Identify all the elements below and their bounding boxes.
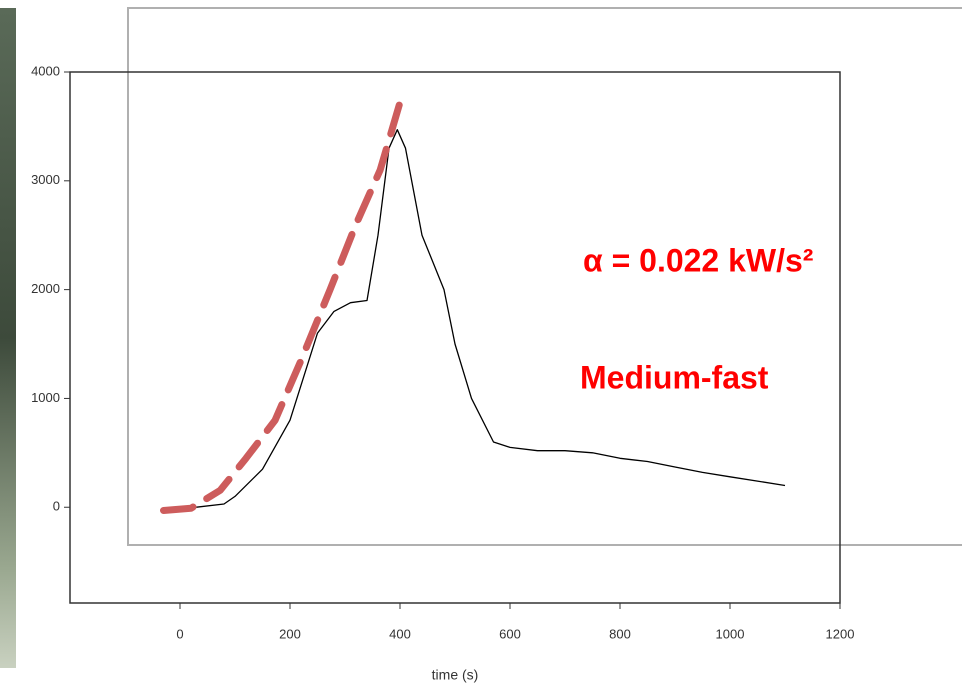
- y-tick-label: 2000: [31, 281, 60, 296]
- y-tick-label: 3000: [31, 172, 60, 187]
- y-tick-label: 0: [53, 499, 60, 514]
- overlay-frame: [127, 7, 962, 546]
- x-tick-label: 200: [279, 626, 301, 641]
- data-line: [196, 129, 786, 508]
- annotation: Medium-fast: [580, 359, 769, 395]
- x-tick-label: 1200: [826, 626, 855, 641]
- y-tick-label: 4000: [31, 63, 60, 78]
- x-tick-label: 400: [389, 626, 411, 641]
- y-tick-label: 1000: [31, 390, 60, 405]
- x-tick-label: 0: [176, 626, 183, 641]
- plot-frame: [69, 71, 841, 604]
- x-axis-label: time (s): [432, 667, 479, 683]
- fit-curve: [160, 91, 406, 514]
- x-tick-label: 1000: [716, 626, 745, 641]
- annotation: α = 0.022 kW/s²: [583, 242, 813, 278]
- x-tick-label: 600: [499, 626, 521, 641]
- background-photo: [0, 8, 16, 668]
- x-tick-label: 800: [609, 626, 631, 641]
